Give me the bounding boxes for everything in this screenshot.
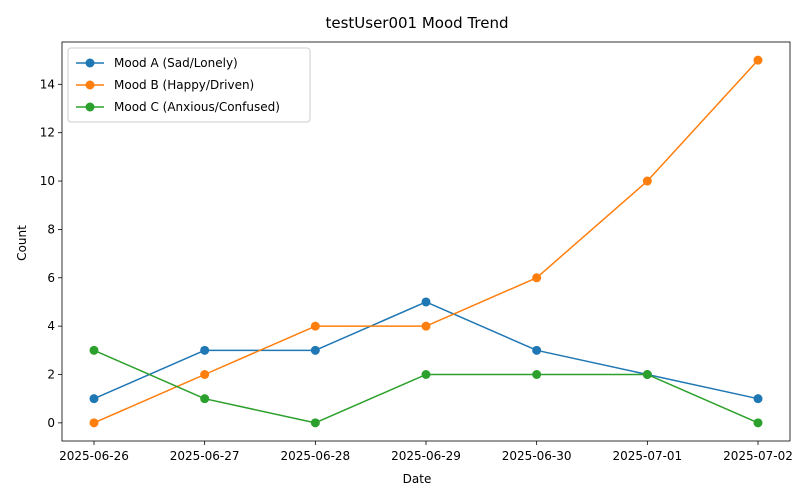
x-tick-label: 2025-06-30 bbox=[502, 449, 572, 463]
plot-area: 2025-06-26 2025-06-27 2025-06-28 2025-06-29… bbox=[40, 41, 793, 463]
data-point bbox=[200, 394, 210, 404]
series-line-3 bbox=[93, 349, 759, 424]
data-point bbox=[532, 345, 542, 355]
legend-marker bbox=[85, 58, 95, 68]
x-axis-label: Date bbox=[403, 472, 432, 486]
data-point bbox=[642, 176, 652, 186]
data-point bbox=[532, 370, 542, 379]
legend-label: Mood A (Sad/Lonely) bbox=[114, 56, 238, 70]
legend: Mood A (Sad/Lonely) Mood B (Happy/Driven)… bbox=[67, 47, 311, 123]
series-line-1 bbox=[93, 301, 759, 400]
legend-label: Mood B (Happy/Driven) bbox=[114, 78, 254, 92]
data-point bbox=[642, 370, 652, 379]
legend-label: Mood C (Anxious/Confused) bbox=[114, 100, 280, 114]
y-tick-label: 12 bbox=[40, 126, 55, 140]
data-point bbox=[310, 321, 320, 331]
x-tick-label: 2025-06-27 bbox=[170, 449, 240, 463]
y-tick-label: 10 bbox=[40, 174, 55, 188]
x-tick-label: 2025-06-29 bbox=[391, 449, 461, 463]
data-point bbox=[89, 394, 99, 404]
data-point bbox=[753, 394, 763, 404]
data-point bbox=[200, 370, 210, 379]
data-point bbox=[89, 418, 99, 428]
x-tick-label: 2025-06-26 bbox=[59, 449, 129, 463]
x-tick-label: 2025-07-02 bbox=[723, 449, 793, 463]
legend-marker bbox=[85, 102, 95, 112]
legend-marker bbox=[85, 80, 95, 90]
y-tick-label: 8 bbox=[47, 222, 55, 236]
y-tick-label: 0 bbox=[47, 416, 55, 430]
x-tick-label: 2025-06-28 bbox=[280, 449, 350, 463]
legend-box bbox=[67, 47, 311, 123]
data-point bbox=[89, 345, 99, 355]
y-tick-label: 4 bbox=[47, 319, 55, 333]
chart-title: testUser001 Mood Trend bbox=[325, 14, 508, 32]
data-point bbox=[532, 273, 542, 283]
y-tick-label: 14 bbox=[40, 77, 55, 91]
data-point bbox=[753, 55, 763, 65]
y-tick-label: 6 bbox=[47, 271, 55, 285]
data-point bbox=[421, 321, 431, 331]
y-axis-label: Count bbox=[15, 225, 29, 261]
data-point bbox=[421, 370, 431, 379]
data-point bbox=[200, 345, 210, 355]
data-point bbox=[310, 418, 320, 428]
y-tick-label: 2 bbox=[47, 368, 55, 382]
data-point bbox=[421, 297, 431, 307]
x-tick-label: 2025-07-01 bbox=[612, 449, 682, 463]
data-point bbox=[753, 418, 763, 428]
data-point bbox=[310, 345, 320, 355]
